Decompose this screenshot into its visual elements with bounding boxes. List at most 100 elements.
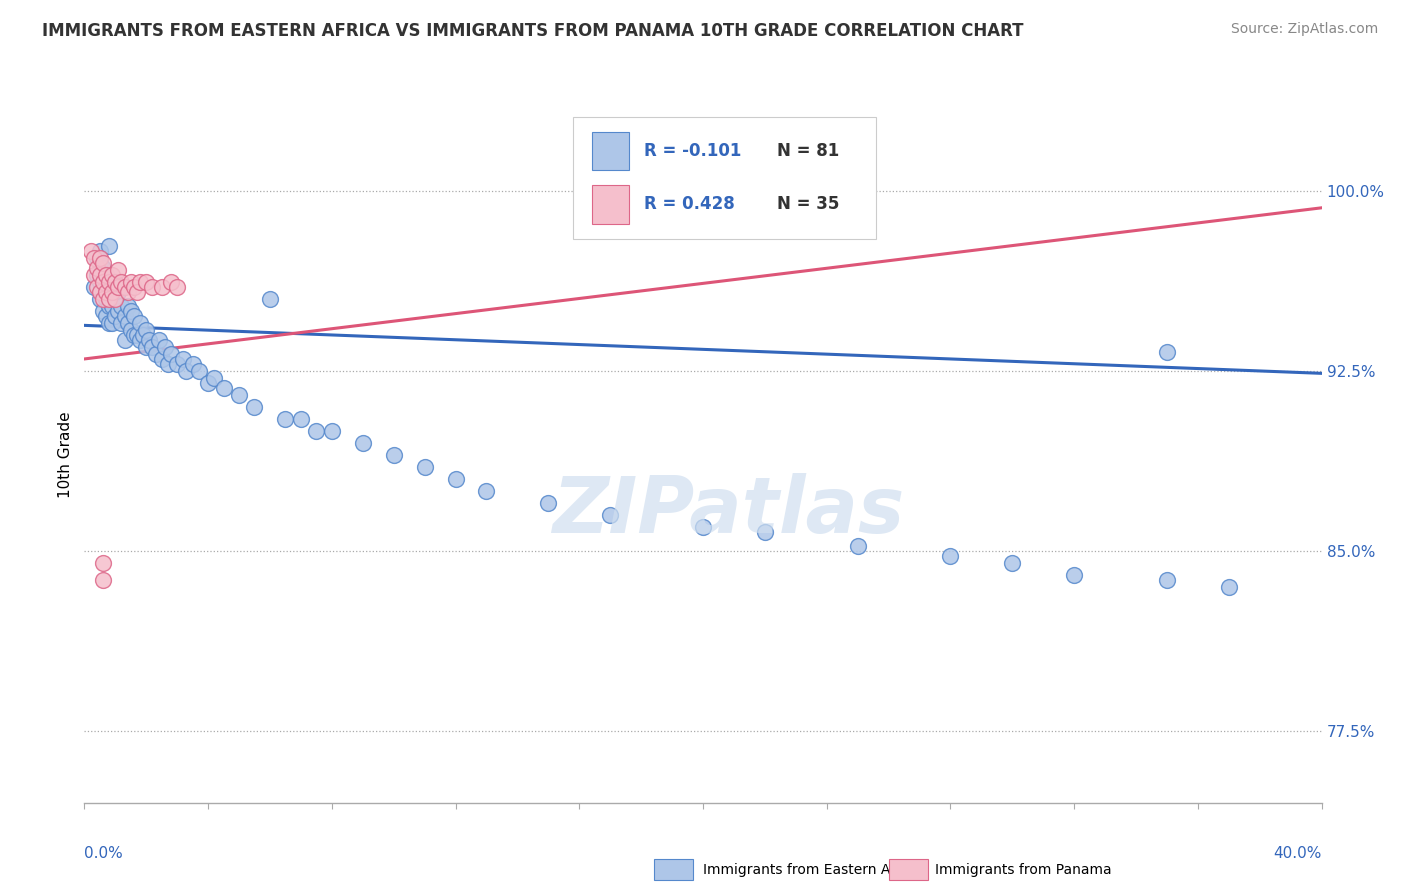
- Point: [1156, 344, 1178, 359]
- Point: [599, 508, 621, 522]
- Text: 0.0%: 0.0%: [84, 846, 124, 861]
- Point: [104, 292, 127, 306]
- Point: [754, 524, 776, 539]
- Point: [101, 316, 124, 330]
- Point: [129, 316, 152, 330]
- Point: [104, 309, 127, 323]
- Point: [101, 299, 124, 313]
- Point: [117, 299, 139, 313]
- Point: [290, 412, 312, 426]
- Point: [138, 333, 160, 347]
- Point: [104, 292, 127, 306]
- Point: [107, 285, 129, 299]
- Point: [98, 299, 121, 313]
- Point: [91, 292, 114, 306]
- Point: [104, 275, 127, 289]
- Point: [98, 280, 121, 294]
- Point: [89, 292, 111, 306]
- Point: [122, 328, 145, 343]
- Point: [172, 351, 194, 366]
- Point: [91, 275, 114, 289]
- Point: [86, 268, 108, 282]
- Point: [150, 280, 173, 294]
- Point: [98, 275, 121, 289]
- Point: [122, 309, 145, 323]
- FancyBboxPatch shape: [592, 186, 628, 224]
- Point: [129, 333, 152, 347]
- Point: [89, 244, 111, 258]
- Point: [120, 304, 142, 318]
- Point: [86, 280, 108, 294]
- Point: [692, 520, 714, 534]
- Point: [94, 268, 117, 282]
- Point: [156, 357, 179, 371]
- Y-axis label: 10th Grade: 10th Grade: [58, 411, 73, 499]
- Point: [135, 323, 157, 337]
- Point: [91, 260, 114, 275]
- Point: [160, 275, 183, 289]
- Point: [122, 280, 145, 294]
- Point: [125, 285, 148, 299]
- Point: [132, 328, 155, 343]
- Point: [83, 251, 105, 265]
- Point: [83, 280, 105, 294]
- Text: R = -0.101: R = -0.101: [644, 142, 741, 160]
- Point: [91, 304, 114, 318]
- Point: [91, 256, 114, 270]
- Point: [274, 412, 297, 426]
- Text: Immigrants from Eastern Africa: Immigrants from Eastern Africa: [703, 863, 921, 877]
- Point: [91, 285, 114, 299]
- Point: [107, 280, 129, 294]
- Point: [145, 347, 167, 361]
- Point: [1218, 580, 1240, 594]
- Point: [107, 304, 129, 318]
- Point: [89, 285, 111, 299]
- Point: [129, 275, 152, 289]
- Point: [475, 483, 498, 498]
- Point: [176, 364, 198, 378]
- Point: [187, 364, 209, 378]
- Point: [1001, 556, 1024, 570]
- Point: [413, 459, 436, 474]
- Point: [110, 280, 132, 294]
- Point: [91, 573, 114, 587]
- Point: [202, 371, 225, 385]
- Point: [79, 244, 101, 258]
- Point: [110, 275, 132, 289]
- Point: [141, 340, 163, 354]
- Point: [321, 424, 343, 438]
- Point: [135, 340, 157, 354]
- Point: [107, 263, 129, 277]
- Point: [846, 539, 869, 553]
- Point: [94, 285, 117, 299]
- Point: [166, 357, 188, 371]
- Point: [110, 299, 132, 313]
- Point: [114, 309, 136, 323]
- Point: [101, 285, 124, 299]
- FancyBboxPatch shape: [592, 132, 628, 170]
- Point: [101, 268, 124, 282]
- Point: [148, 333, 170, 347]
- Point: [259, 292, 281, 306]
- Point: [110, 316, 132, 330]
- Point: [89, 251, 111, 265]
- Point: [141, 280, 163, 294]
- Point: [94, 268, 117, 282]
- Text: N = 81: N = 81: [778, 142, 839, 160]
- Text: N = 35: N = 35: [778, 195, 839, 213]
- Text: Immigrants from Panama: Immigrants from Panama: [935, 863, 1112, 877]
- Point: [89, 268, 111, 282]
- Point: [83, 268, 105, 282]
- Text: R = 0.428: R = 0.428: [644, 195, 734, 213]
- Point: [135, 275, 157, 289]
- Point: [212, 381, 235, 395]
- Point: [939, 549, 962, 563]
- Point: [166, 280, 188, 294]
- Point: [125, 328, 148, 343]
- Point: [86, 260, 108, 275]
- Point: [150, 351, 173, 366]
- Point: [305, 424, 328, 438]
- Point: [444, 472, 467, 486]
- Point: [114, 333, 136, 347]
- Point: [89, 256, 111, 270]
